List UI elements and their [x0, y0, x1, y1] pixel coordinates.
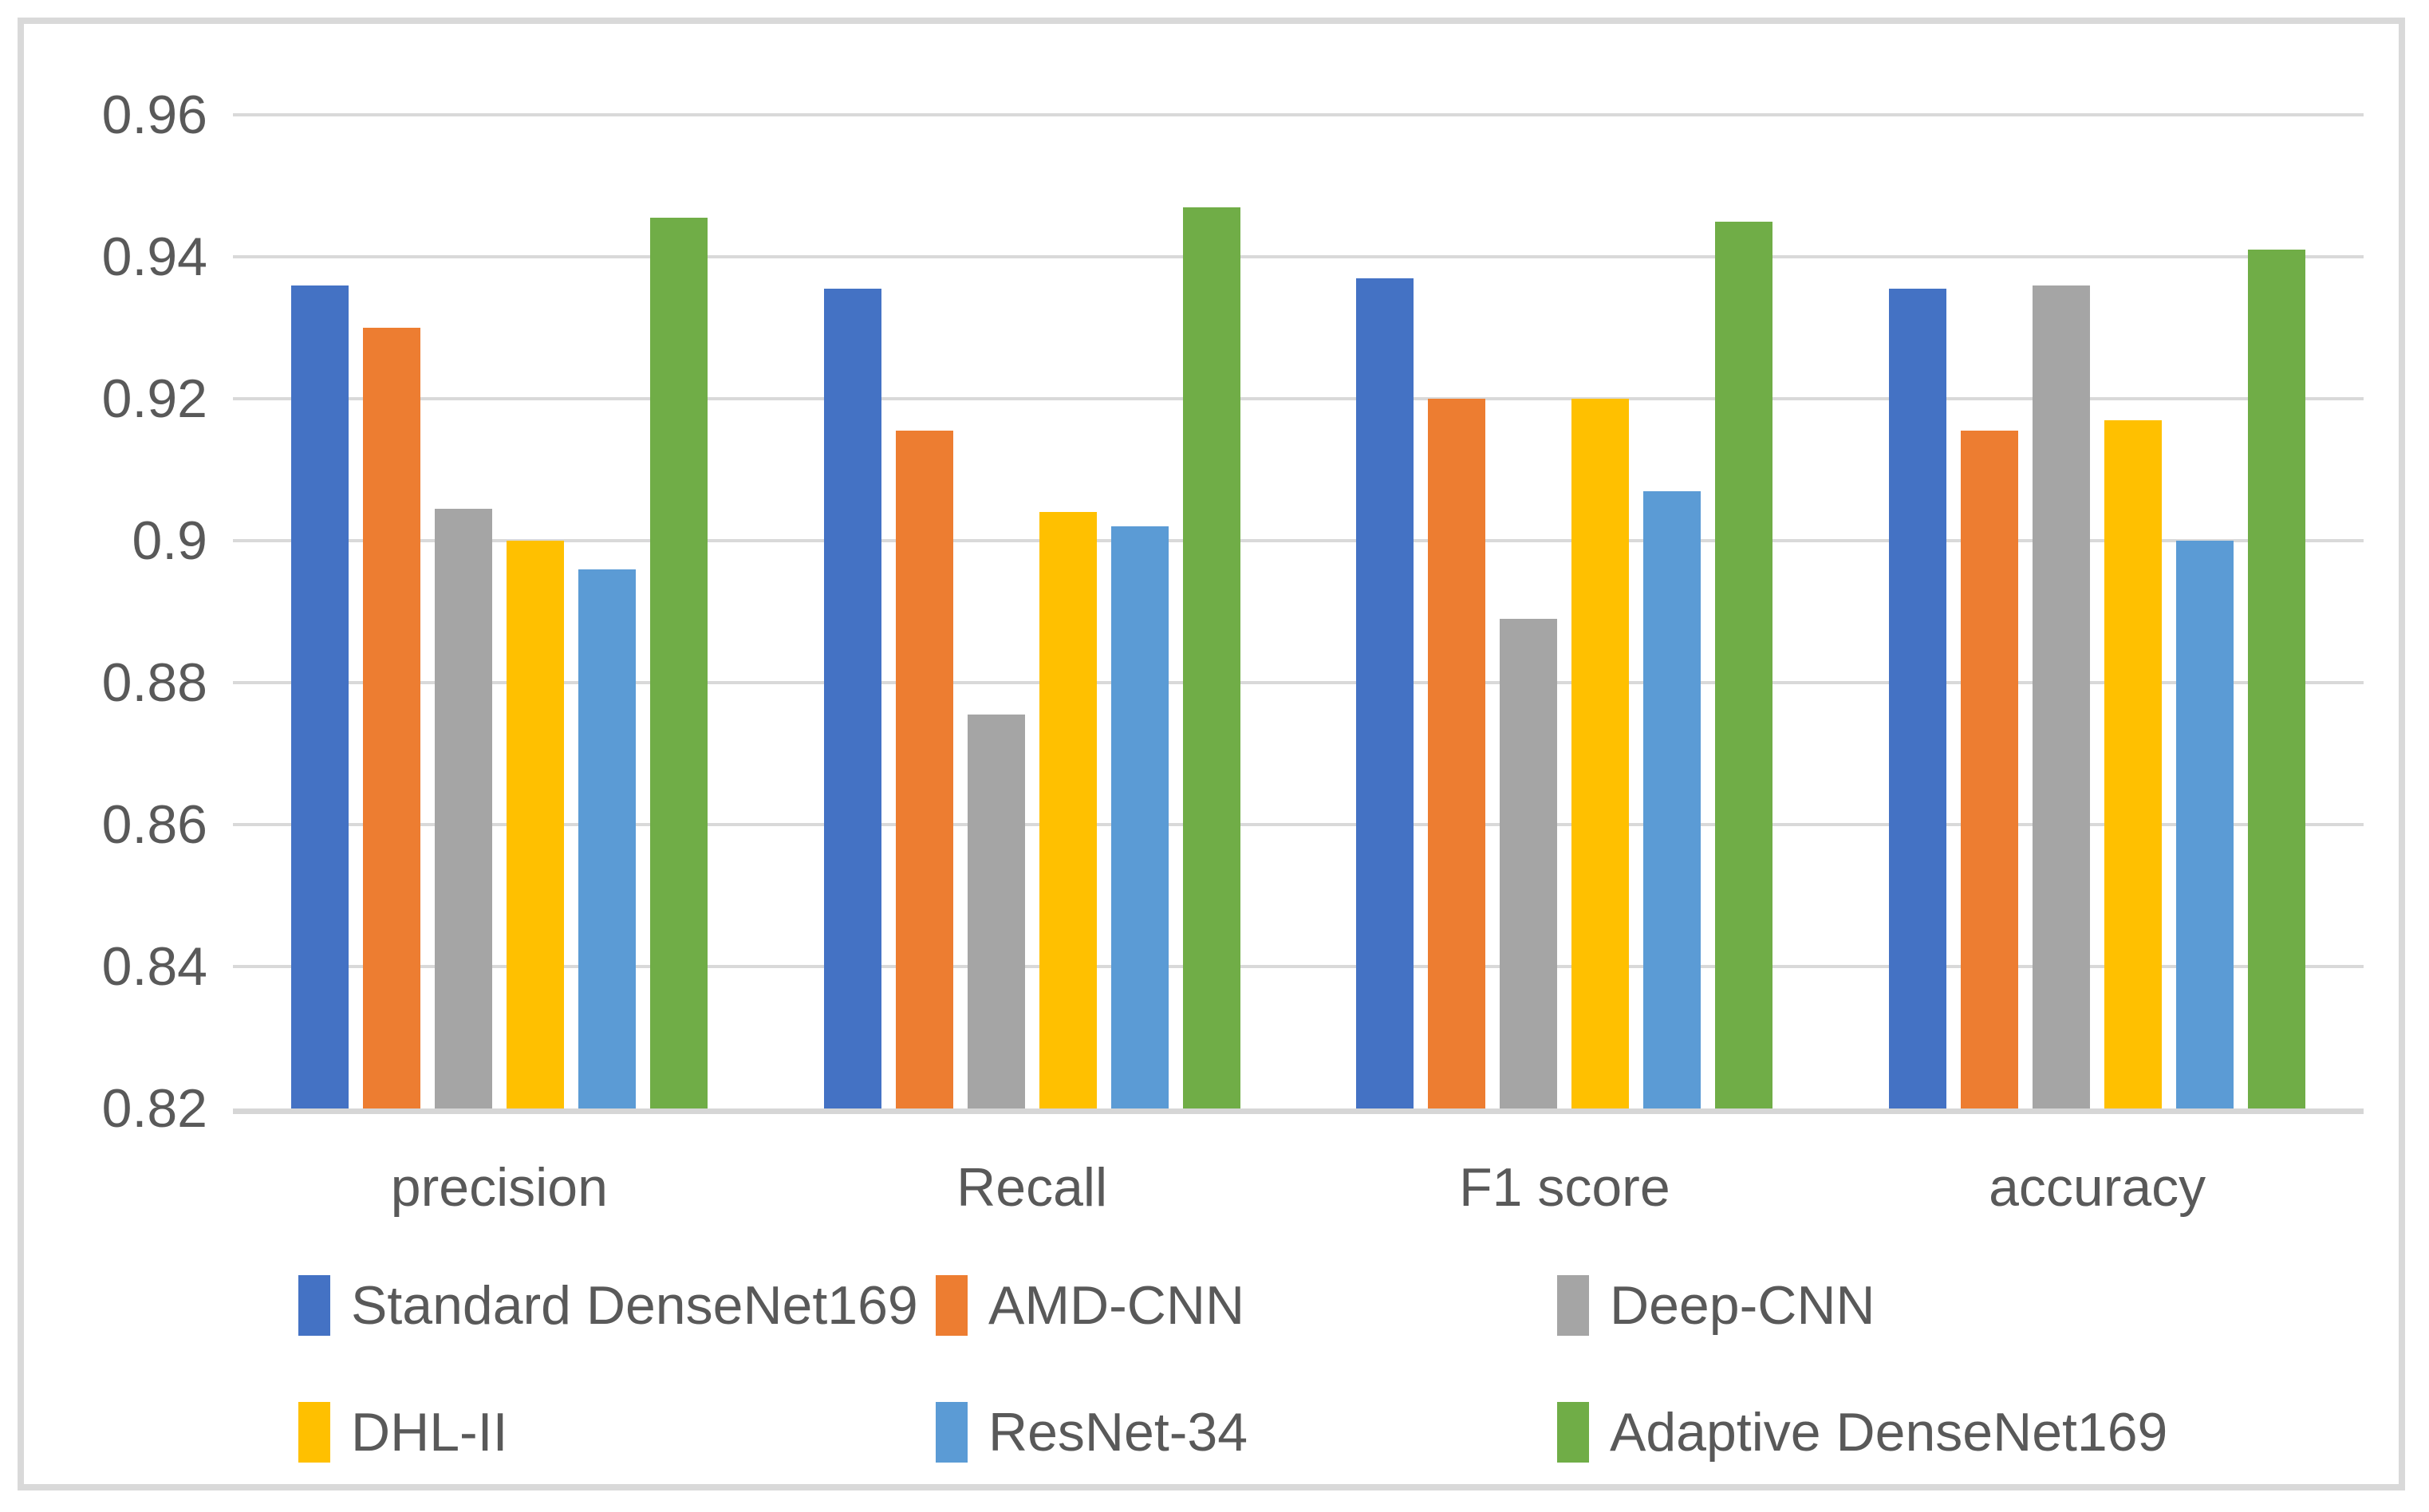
bar-amd-cnn-recall: [895, 431, 953, 1108]
x-label-precision: precision: [390, 1157, 608, 1218]
legend-swatch-adaptive-densenet169: [1557, 1402, 1589, 1463]
x-axis-category-labels: precision Recall F1 score accuracy: [233, 1156, 2364, 1219]
legend-label-standard-densenet169: Standard DenseNet169: [351, 1275, 918, 1336]
y-tick-label-0.92: 0.92: [101, 368, 207, 429]
y-tick-label-0.9: 0.9: [132, 510, 207, 571]
bar-adaptive-densenet169-precision: [649, 218, 708, 1108]
bar-dhl-ii-recall: [1039, 512, 1097, 1108]
bar-resnet-34-recall: [1110, 526, 1169, 1108]
y-tick-label-0.96: 0.96: [101, 85, 207, 145]
bar-standard-densenet169-f1-score: [1356, 278, 1414, 1108]
bar-deep-cnn-accuracy: [2033, 285, 2091, 1108]
gridline-0.86: [233, 823, 2364, 826]
x-label-f1-score: F1 score: [1459, 1157, 1670, 1218]
bar-adaptive-densenet169-f1-score: [1715, 221, 1773, 1108]
bar-resnet-34-precision: [578, 569, 636, 1108]
bar-group-accuracy: [1831, 115, 2364, 1108]
legend-label-resnet-34: ResNet-34: [988, 1402, 1248, 1463]
legend-item-resnet-34: ResNet-34: [936, 1400, 1248, 1464]
bar-amd-cnn-accuracy: [1961, 431, 2019, 1108]
y-tick-label-0.86: 0.86: [101, 794, 207, 855]
bar-standard-densenet169-precision: [290, 285, 349, 1108]
legend-item-deep-cnn: Deep-CNN: [1557, 1274, 1875, 1337]
legend-label-amd-cnn: AMD-CNN: [988, 1275, 1245, 1336]
y-tick-label-0.94: 0.94: [101, 226, 207, 287]
gridline-0.88: [233, 681, 2364, 684]
bar-deep-cnn-precision: [434, 508, 492, 1108]
bar-group-f1-score: [1299, 115, 1832, 1108]
bar-deep-cnn-f1-score: [1500, 618, 1558, 1108]
bar-standard-densenet169-accuracy: [1889, 289, 1947, 1108]
gridline-0.94: [233, 255, 2364, 258]
bar-resnet-34-accuracy: [2176, 541, 2234, 1108]
legend-swatch-deep-cnn: [1557, 1275, 1589, 1336]
bar-adaptive-densenet169-recall: [1182, 207, 1240, 1108]
legend-item-standard-densenet169: Standard DenseNet169: [298, 1274, 918, 1337]
bar-dhl-ii-precision: [506, 541, 564, 1108]
bar-groups: [233, 115, 2364, 1108]
bar-adaptive-densenet169-accuracy: [2248, 250, 2306, 1108]
bar-dhl-ii-accuracy: [2104, 419, 2163, 1108]
legend-item-adaptive-densenet169: Adaptive DenseNet169: [1557, 1400, 2167, 1464]
y-tick-label-0.84: 0.84: [101, 936, 207, 997]
legend-swatch-dhl-ii: [298, 1402, 330, 1463]
bar-group-precision: [233, 115, 766, 1108]
bar-amd-cnn-precision: [362, 328, 420, 1108]
legend-swatch-amd-cnn: [936, 1275, 968, 1336]
plot-area: [233, 113, 2364, 1114]
legend-label-dhl-ii: DHL-II: [351, 1402, 508, 1463]
chart-border: 0.96 0.94 0.92 0.9 0.88 0.86 0.84 0.82 precisio…: [18, 18, 2405, 1490]
gridline-0.84: [233, 965, 2364, 968]
y-tick-label-0.88: 0.88: [101, 652, 207, 713]
bar-deep-cnn-recall: [967, 715, 1025, 1108]
bar-amd-cnn-f1-score: [1428, 399, 1486, 1108]
legend-label-adaptive-densenet169: Adaptive DenseNet169: [1610, 1402, 2168, 1463]
x-label-accuracy: accuracy: [1989, 1157, 2206, 1218]
bar-standard-densenet169-recall: [823, 289, 881, 1108]
bar-dhl-ii-f1-score: [1571, 399, 1630, 1108]
gridline-0.96: [233, 113, 2364, 116]
legend-label-deep-cnn: Deep-CNN: [1610, 1275, 1875, 1336]
gridline-0.9: [233, 539, 2364, 542]
bar-resnet-34-f1-score: [1643, 490, 1701, 1108]
bar-group-recall: [766, 115, 1299, 1108]
legend-swatch-standard-densenet169: [298, 1275, 330, 1336]
y-tick-label-0.82: 0.82: [101, 1078, 207, 1139]
legend-item-amd-cnn: AMD-CNN: [936, 1274, 1244, 1337]
gridline-0.92: [233, 397, 2364, 400]
legend-item-dhl-ii: DHL-II: [298, 1400, 507, 1464]
legend-swatch-resnet-34: [936, 1402, 968, 1463]
x-label-recall: Recall: [956, 1157, 1108, 1218]
